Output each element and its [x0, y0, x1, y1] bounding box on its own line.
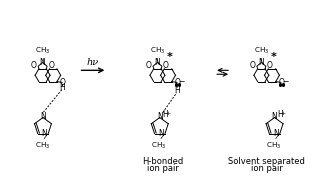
- Text: N: N: [40, 112, 46, 121]
- Text: O: O: [60, 78, 66, 87]
- Text: N: N: [157, 112, 163, 121]
- Text: ion pair: ion pair: [147, 164, 179, 173]
- Text: N: N: [273, 129, 279, 138]
- Text: N: N: [258, 58, 264, 67]
- Text: Solvent separated: Solvent separated: [228, 157, 305, 166]
- Text: H: H: [174, 86, 180, 95]
- Text: hν: hν: [87, 58, 99, 67]
- Text: +: +: [280, 111, 285, 116]
- Text: O: O: [279, 78, 285, 87]
- Text: N: N: [42, 129, 47, 138]
- Text: +: +: [165, 111, 170, 116]
- Text: H: H: [278, 110, 283, 119]
- Text: CH$_3$: CH$_3$: [254, 46, 269, 56]
- Text: O: O: [250, 61, 256, 70]
- Text: H: H: [59, 83, 65, 92]
- Text: O: O: [175, 78, 181, 87]
- Text: N: N: [272, 112, 277, 121]
- Text: *: *: [270, 51, 276, 62]
- Text: O: O: [48, 61, 54, 70]
- Text: CH$_3$: CH$_3$: [152, 140, 167, 151]
- Text: H-bonded: H-bonded: [142, 157, 183, 166]
- Text: −: −: [178, 77, 184, 86]
- Text: O: O: [31, 61, 37, 70]
- Text: N: N: [40, 58, 46, 67]
- Text: ion pair: ion pair: [251, 164, 282, 173]
- Text: −: −: [282, 77, 288, 86]
- Text: CH$_3$: CH$_3$: [266, 140, 281, 151]
- Text: O: O: [163, 61, 169, 70]
- Text: O: O: [267, 61, 273, 70]
- Text: CH$_3$: CH$_3$: [35, 140, 50, 151]
- Text: CH$_3$: CH$_3$: [35, 46, 50, 56]
- Text: H: H: [163, 110, 168, 119]
- Text: N: N: [155, 58, 160, 67]
- Text: N: N: [158, 129, 164, 138]
- Text: O: O: [146, 61, 152, 70]
- Text: *: *: [166, 51, 172, 62]
- Text: CH$_3$: CH$_3$: [150, 46, 165, 56]
